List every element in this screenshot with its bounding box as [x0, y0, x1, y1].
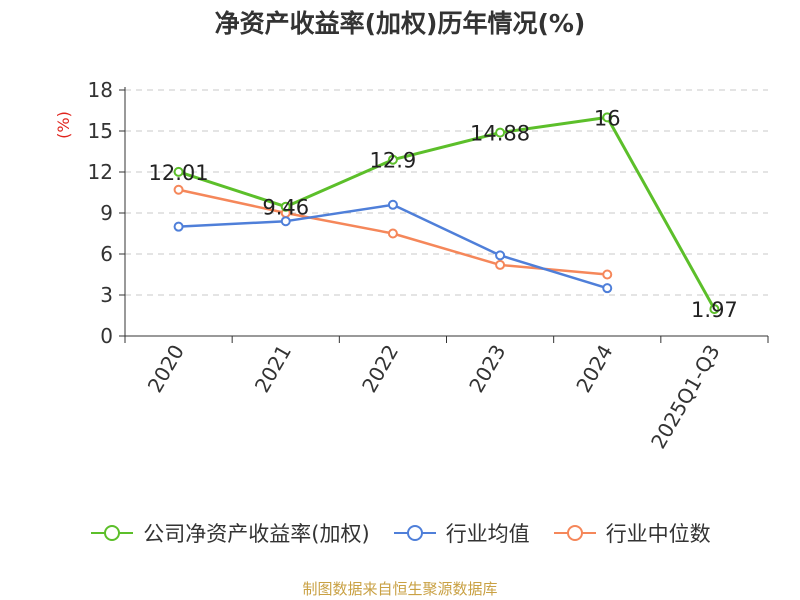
legend-label-industry-median: 行业中位数	[605, 522, 711, 546]
legend-label-industry-mean: 行业均值	[445, 522, 530, 546]
data-point-0	[280, 201, 291, 212]
data-point-2	[173, 184, 184, 195]
y-tick-label: 6	[100, 242, 113, 266]
x-tick-label: 2020	[143, 341, 189, 397]
legend-item-industry-mean[interactable]: 行业均值	[392, 518, 530, 548]
data-point-1	[495, 250, 506, 261]
data-point-0	[173, 166, 184, 177]
data-point-0	[387, 154, 398, 165]
data-label: 12.01	[149, 161, 209, 185]
legend: 公司净资产收益率(加权) 行业均值 行业中位数	[0, 518, 800, 548]
chart-title: 净资产收益率(加权)历年情况(%)	[214, 9, 586, 38]
data-point-0	[495, 127, 506, 138]
data-point-0	[602, 112, 613, 123]
data-source-note: 制图数据来自恒生聚源数据库	[302, 580, 498, 598]
data-label: 9.46	[262, 196, 309, 220]
legend-item-industry-median[interactable]: 行业中位数	[552, 518, 711, 548]
y-tick-label: 18	[88, 78, 113, 102]
data-point-0	[709, 304, 720, 315]
x-tick-label: 2025Q1-Q3	[646, 341, 725, 453]
data-point-2	[602, 269, 613, 280]
y-axis-label: (%)	[54, 111, 73, 139]
data-point-1	[280, 216, 291, 227]
y-tick-label: 12	[88, 160, 113, 184]
y-tick-label: 3	[100, 283, 113, 307]
data-point-1	[387, 199, 398, 210]
legend-marker-industry-mean	[393, 525, 436, 541]
data-point-2	[495, 259, 506, 270]
x-tick-label: 2024	[571, 341, 617, 397]
data-label: 14.88	[470, 122, 530, 146]
y-tick-label: 9	[100, 201, 113, 225]
data-point-1	[602, 283, 613, 294]
legend-item-company[interactable]: 公司净资产收益率(加权)	[89, 518, 370, 548]
y-tick-label: 0	[100, 324, 113, 348]
legend-label-company: 公司净资产收益率(加权)	[143, 522, 370, 546]
x-tick-label: 2021	[250, 341, 296, 397]
data-point-1	[173, 221, 184, 232]
x-tick-label: 2023	[464, 341, 510, 397]
x-tick-label: 2022	[357, 341, 403, 397]
legend-marker-company	[91, 525, 134, 541]
legend-marker-industry-median	[553, 525, 596, 541]
data-label: 12.9	[370, 149, 417, 173]
data-point-2	[387, 228, 398, 239]
data-label: 1.97	[691, 298, 738, 322]
data-label: 16	[594, 106, 621, 130]
series-line-1	[178, 203, 608, 290]
series-line-0	[178, 115, 716, 310]
y-tick-label: 15	[88, 119, 113, 143]
